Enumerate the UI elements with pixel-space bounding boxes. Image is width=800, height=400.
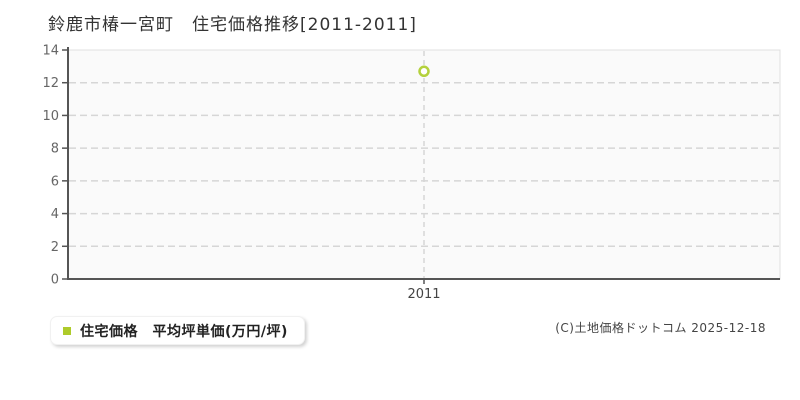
- ytick-label-4: 4: [51, 207, 59, 222]
- ytick-label-2: 2: [51, 240, 59, 255]
- legend: 住宅価格 平均坪単価(万円/坪): [50, 316, 305, 345]
- copyright-text: (C)土地価格ドットコム 2025-12-18: [555, 321, 766, 335]
- xtick-label-2011: 2011: [407, 287, 440, 302]
- legend-label: 住宅価格 平均坪単価(万円/坪): [80, 323, 288, 340]
- legend-marker-square-icon: [63, 326, 71, 335]
- ytick-label-12: 12: [42, 76, 59, 91]
- chart-title: 鈴鹿市椿一宮町 住宅価格推移[2011-2011]: [48, 15, 417, 35]
- ytick-label-14: 14: [42, 44, 59, 59]
- ytick-label-10: 10: [42, 109, 59, 124]
- ytick-label-8: 8: [51, 142, 59, 157]
- data-point-2011[interactable]: [418, 65, 430, 78]
- ytick-label-0: 0: [51, 273, 59, 288]
- ytick-label-6: 6: [51, 174, 59, 189]
